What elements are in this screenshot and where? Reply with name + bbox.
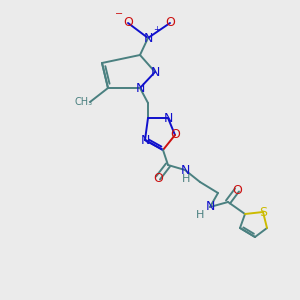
Text: +: + xyxy=(153,25,160,34)
Text: H: H xyxy=(182,174,190,184)
Text: O: O xyxy=(232,184,242,196)
Text: O: O xyxy=(170,128,180,142)
Text: CH₃: CH₃ xyxy=(75,97,93,107)
Text: O: O xyxy=(123,16,133,29)
Text: N: N xyxy=(180,164,190,176)
Text: N: N xyxy=(140,134,150,146)
Text: O: O xyxy=(153,172,163,184)
Text: N: N xyxy=(150,65,160,79)
Text: −: − xyxy=(115,9,123,19)
Text: N: N xyxy=(143,32,153,44)
Text: N: N xyxy=(163,112,173,124)
Text: S: S xyxy=(259,206,267,218)
Text: O: O xyxy=(165,16,175,29)
Text: H: H xyxy=(196,210,204,220)
Text: N: N xyxy=(135,82,145,94)
Text: N: N xyxy=(205,200,215,214)
